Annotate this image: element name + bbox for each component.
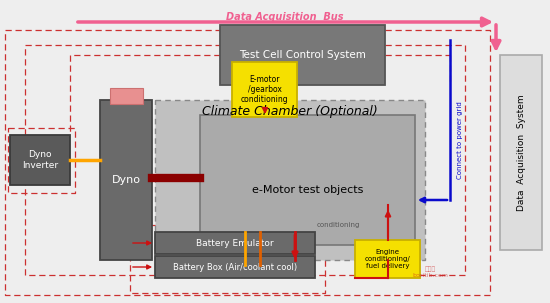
Text: Battery Emulator: Battery Emulator [196,238,274,248]
Text: Dyno: Dyno [112,175,140,185]
Text: 汽商网
boritib.com: 汽商网 boritib.com [412,266,448,278]
Text: Data Acquisition  Bus: Data Acquisition Bus [226,12,344,22]
Text: Engine
conditioning/
fuel delivery: Engine conditioning/ fuel delivery [365,249,410,269]
Text: Connect to power grid: Connect to power grid [457,101,463,179]
Bar [200,115,415,245]
Text: E-motor
/gearbox
conditioning: E-motor /gearbox conditioning [241,75,288,105]
Text: Climate Chamber (Optional): Climate Chamber (Optional) [202,105,378,118]
Bar [110,88,143,104]
Text: Test Cell Control System: Test Cell Control System [239,50,366,60]
Text: Dyno
Inverter: Dyno Inverter [22,150,58,170]
Bar [155,256,315,278]
Text: Battery Box (Air/coolant cool): Battery Box (Air/coolant cool) [173,262,297,271]
Text: Data  Acquisition  System: Data Acquisition System [516,94,525,211]
Bar [10,135,70,185]
Bar [232,62,297,117]
Bar [220,25,385,85]
Text: conditioning: conditioning [316,222,360,228]
Bar [355,240,420,278]
Bar [100,100,152,260]
Bar [155,100,425,260]
Text: e-Motor test objects: e-Motor test objects [252,185,363,195]
Bar [500,55,542,250]
Bar [155,232,315,254]
